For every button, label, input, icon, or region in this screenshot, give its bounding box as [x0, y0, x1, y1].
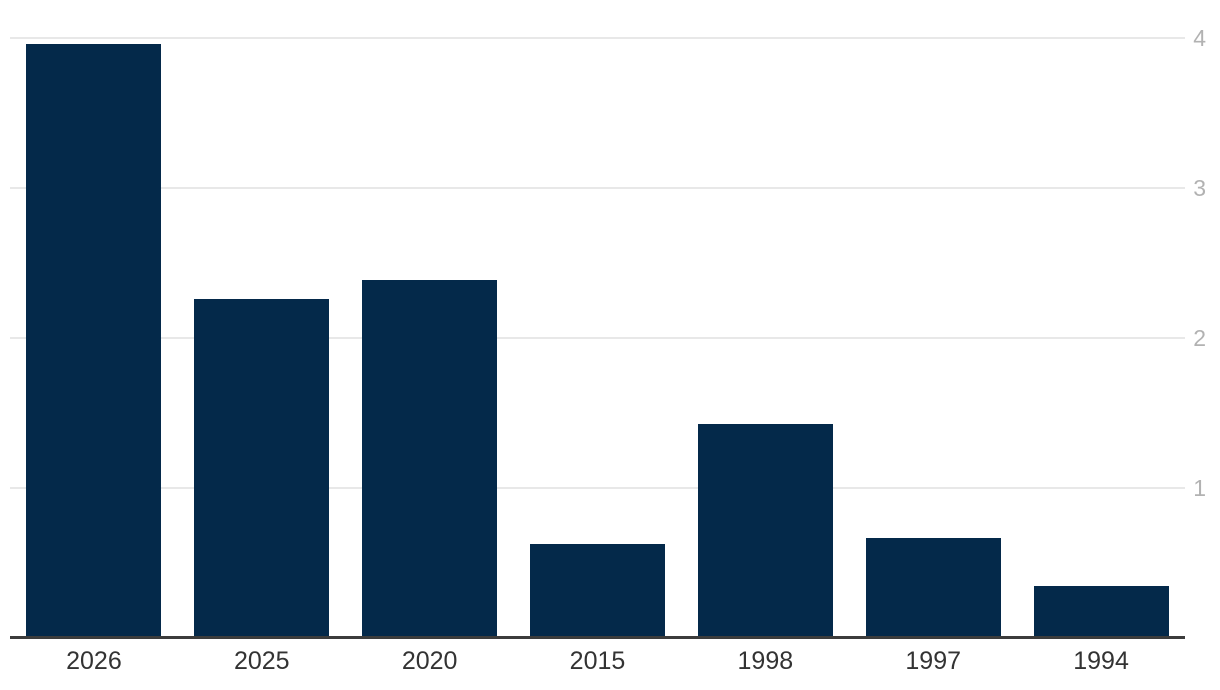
bar-2020	[362, 279, 498, 638]
x-tick-label-2015: 2015	[569, 647, 626, 675]
x-axis-line	[10, 636, 1185, 639]
bar-1994	[1033, 585, 1169, 638]
x-tick-label-1994: 1994	[1073, 647, 1129, 675]
gridline-1	[10, 487, 1185, 489]
y-tick-label-2: 2	[1193, 325, 1206, 351]
y-tick-label-3: 3	[1193, 175, 1206, 201]
bar-2015	[530, 543, 665, 638]
x-tick-label-2026: 2026	[66, 647, 122, 675]
gridline-4	[10, 37, 1185, 39]
bar-2026	[26, 44, 162, 638]
bar-1998	[697, 423, 833, 638]
y-tick-label-4: 4	[1193, 25, 1206, 51]
gridline-2	[10, 337, 1185, 339]
bar-2025	[194, 299, 330, 638]
x-tick-label-1998: 1998	[737, 647, 794, 675]
y-tick-label-1: 1	[1193, 475, 1206, 501]
x-tick-label-2020: 2020	[401, 647, 458, 675]
bar-1997	[865, 537, 1001, 638]
x-tick-label-1997: 1997	[905, 647, 962, 675]
gridline-3	[10, 187, 1185, 189]
x-tick-label-2025: 2025	[233, 647, 290, 675]
